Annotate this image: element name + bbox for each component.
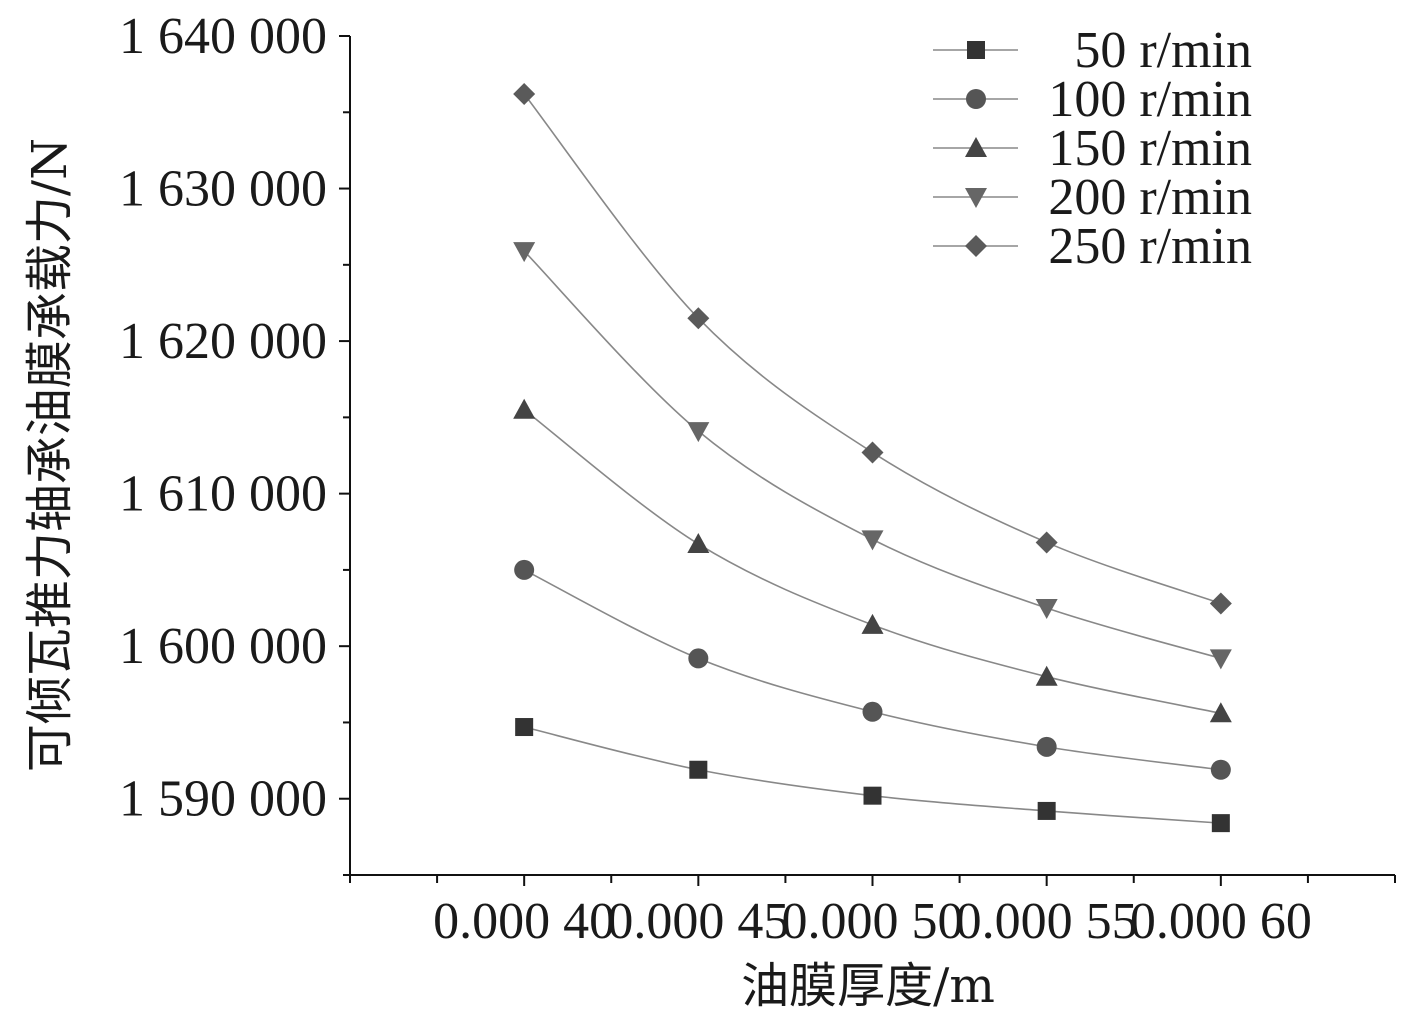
y-tick-label: 1 620 000: [119, 313, 327, 370]
legend-marker: [967, 41, 985, 59]
data-point: [1035, 665, 1058, 686]
series-2: [513, 398, 1232, 723]
data-point: [1036, 736, 1057, 757]
x-tick-label: 0.000 55: [956, 893, 1138, 950]
data-point: [861, 441, 884, 464]
data-point: [689, 760, 708, 779]
y-tick-label: 1 610 000: [119, 466, 327, 523]
data-point: [687, 532, 710, 553]
y-axis-title: 可倾瓦推力轴承油膜承载力/N: [22, 138, 78, 772]
series-4: [513, 82, 1232, 615]
series-layer: [513, 82, 1232, 833]
data-point: [687, 307, 710, 330]
series-line: [523, 569, 1221, 771]
data-point: [513, 242, 536, 263]
series-3: [513, 242, 1232, 670]
data-point: [515, 718, 534, 737]
legend-marker: [966, 89, 986, 109]
data-point: [688, 648, 709, 669]
y-tick-label: 1 590 000: [119, 771, 327, 828]
legend-label: 100 r/min: [1048, 71, 1252, 128]
data-point: [514, 559, 535, 580]
data-point: [1035, 599, 1058, 620]
legend-marker: [965, 137, 987, 157]
data-point: [513, 82, 536, 105]
legend-marker: [965, 235, 987, 257]
data-point: [687, 422, 710, 443]
x-ticks: 0.000 400.000 450.000 500.000 550.000 60: [349, 875, 1396, 950]
x-tick-label: 0.000 40: [433, 893, 615, 950]
legend-label: 50 r/min: [1074, 22, 1252, 79]
data-point: [1209, 649, 1232, 670]
series-1: [514, 559, 1231, 780]
data-point: [1209, 592, 1232, 615]
data-point: [863, 786, 882, 805]
y-ticks: 1 590 000 1 600 000 1 610 000 1 620 000 1 63…: [119, 8, 350, 876]
data-point: [1035, 531, 1058, 554]
data-point: [862, 701, 883, 722]
series-line: [523, 726, 1221, 824]
x-tick-label: 0.000 45: [607, 893, 789, 950]
legend-label: 150 r/min: [1048, 120, 1252, 177]
x-tick-label: 0.000 50: [782, 893, 964, 950]
data-point: [1210, 759, 1231, 780]
data-point: [1209, 702, 1232, 723]
y-tick-label: 1 630 000: [119, 161, 327, 218]
legend-marker: [965, 188, 987, 208]
data-point: [1037, 801, 1056, 820]
y-tick-label: 1 600 000: [119, 618, 327, 675]
data-point: [861, 613, 884, 634]
data-point: [861, 530, 884, 551]
x-axis-title: 油膜厚度/m: [741, 958, 995, 1014]
x-tick-label: 0.000 60: [1130, 893, 1312, 950]
data-point: [513, 398, 536, 419]
y-tick-label: 1 640 000: [119, 8, 327, 65]
legend-label: 250 r/min: [1048, 218, 1252, 275]
series-0: [515, 718, 1230, 833]
legend-label: 200 r/min: [1048, 169, 1252, 226]
data-point: [1211, 814, 1230, 833]
